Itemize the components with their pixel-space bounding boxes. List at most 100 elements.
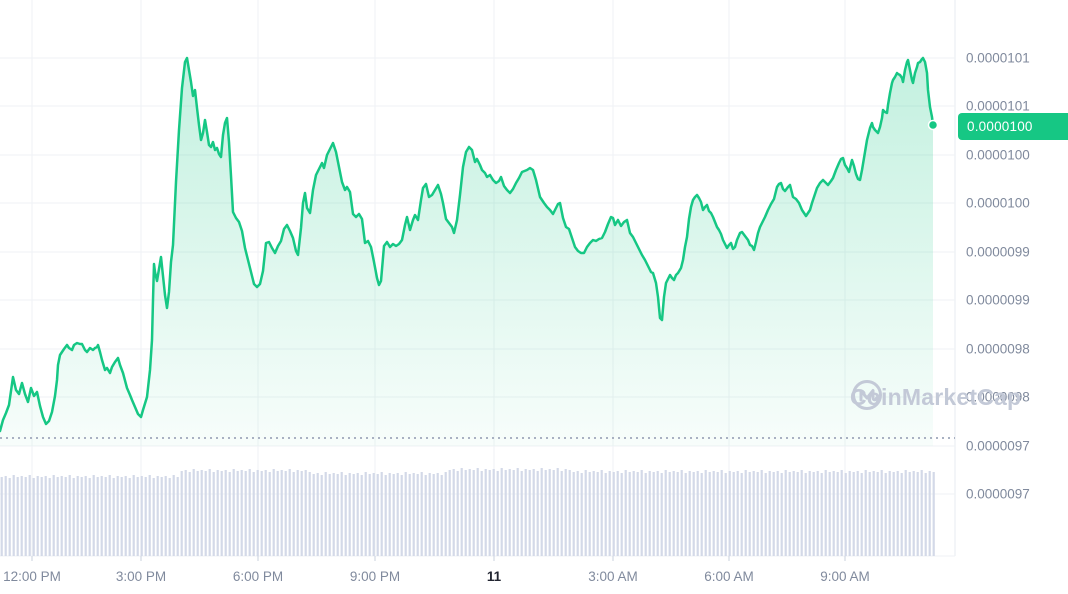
volume-bar: [608, 471, 611, 556]
volume-bar: [88, 478, 91, 556]
volume-bar: [816, 471, 819, 556]
volume-bar: [752, 471, 755, 556]
volume-bar: [500, 468, 503, 556]
volume-bar: [696, 471, 699, 556]
volume-bar: [864, 470, 867, 556]
volume-bar: [640, 470, 643, 556]
volume-bar: [476, 468, 479, 556]
volume-bar: [828, 472, 831, 556]
volume-bar: [36, 476, 39, 556]
volume-bar: [556, 468, 559, 556]
x-axis-label: 9:00 AM: [820, 569, 870, 584]
current-price-label: 0.0000100: [967, 119, 1033, 134]
volume-bar: [344, 475, 347, 556]
volume-bar: [900, 473, 903, 556]
volume-bar: [4, 476, 7, 556]
volume-bar: [212, 472, 215, 556]
volume-bar: [228, 472, 231, 556]
volume-bar: [380, 472, 383, 556]
y-axis-label: 0.0000100: [966, 196, 1030, 211]
volume-bar: [624, 470, 627, 556]
volume-bar: [352, 474, 355, 556]
volume-bar: [688, 471, 691, 556]
volume-bar: [452, 469, 455, 556]
volume-bar: [852, 472, 855, 556]
volume-bar: [628, 472, 631, 556]
volume-bar: [868, 472, 871, 556]
volume-bar: [588, 472, 591, 556]
volume-bar: [592, 471, 595, 556]
volume-bar: [600, 470, 603, 556]
volume-bar: [440, 475, 443, 556]
volume-bar: [136, 477, 139, 556]
volume-bar: [704, 470, 707, 556]
y-axis-label: 0.0000098: [966, 390, 1030, 405]
volume-bar: [404, 472, 407, 556]
price-area-fill: [0, 58, 933, 446]
volume-bar: [364, 472, 367, 556]
volume-bar: [760, 470, 763, 556]
volume-bar: [728, 471, 731, 556]
volume-bar: [648, 471, 651, 556]
volume-bar: [308, 472, 311, 556]
volume-bar: [716, 472, 719, 556]
volume-bar: [264, 470, 267, 556]
volume-bar: [888, 471, 891, 556]
volume-bar: [384, 475, 387, 556]
volume-bar: [232, 469, 235, 556]
volume-bar: [280, 470, 283, 556]
volume-bar: [320, 475, 323, 556]
y-axis-label: 0.0000097: [966, 439, 1030, 454]
volume-bar: [892, 472, 895, 556]
volume-bar: [736, 471, 739, 556]
volume-bar: [584, 470, 587, 556]
volume-bar: [780, 473, 783, 556]
volume-bar: [288, 469, 291, 556]
volume-bar: [604, 473, 607, 556]
volume-bar: [620, 473, 623, 556]
volume-bar: [24, 477, 27, 556]
volume-bar: [20, 476, 23, 556]
volume-bar: [176, 477, 179, 556]
volume-bar: [548, 469, 551, 556]
volume-bar: [100, 476, 103, 556]
volume-bar: [456, 471, 459, 556]
volume-bar: [132, 475, 135, 556]
volume-bar: [236, 471, 239, 556]
volume-bar: [748, 472, 751, 556]
x-axis-label: 9:00 PM: [350, 569, 400, 584]
volume-bar: [784, 470, 787, 556]
volume-bar: [724, 473, 727, 556]
volume-bar: [76, 476, 79, 556]
y-axis-label: 0.0000098: [966, 342, 1030, 357]
volume-bar: [172, 475, 175, 556]
volume-bar: [56, 477, 59, 556]
volume-bar: [908, 472, 911, 556]
volume-bar: [196, 471, 199, 556]
volume-bar: [708, 472, 711, 556]
volume-bar: [436, 473, 439, 556]
volume-bar: [800, 470, 803, 556]
volume-bar: [496, 471, 499, 556]
current-price-badge: 0.0000100: [958, 113, 1068, 140]
volume-bar: [432, 474, 435, 556]
volume-bar: [448, 470, 451, 556]
volume-bar: [844, 473, 847, 556]
volume-bar: [116, 476, 119, 556]
volume-bar: [820, 473, 823, 556]
volume-bar: [596, 472, 599, 556]
price-line: [0, 56, 935, 433]
volume-bar: [260, 471, 263, 556]
volume-bar: [148, 475, 151, 556]
volume-bar: [916, 472, 919, 556]
volume-bar: [252, 472, 255, 556]
volume-bar: [884, 473, 887, 556]
volume-bar: [328, 474, 331, 556]
volume-bar: [740, 473, 743, 556]
volume-bar: [720, 470, 723, 556]
volume-bar: [700, 473, 703, 556]
volume-bar: [560, 471, 563, 556]
volume-bar: [316, 473, 319, 556]
volume-bar: [80, 477, 83, 556]
